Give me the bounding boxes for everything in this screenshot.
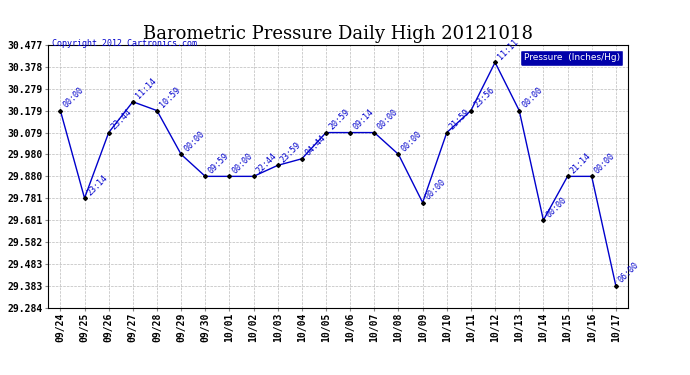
Text: Copyright 2012 Cartronics.com: Copyright 2012 Cartronics.com [52, 39, 197, 48]
Text: 23:56: 23:56 [472, 86, 496, 110]
Text: 21:14: 21:14 [569, 152, 593, 176]
Legend: Pressure  (Inches/Hg): Pressure (Inches/Hg) [520, 50, 623, 66]
Text: 09:14: 09:14 [351, 108, 375, 132]
Text: 09:59: 09:59 [206, 152, 230, 176]
Text: 10:59: 10:59 [158, 86, 182, 110]
Text: 00:00: 00:00 [424, 178, 448, 202]
Text: 06:00: 06:00 [617, 261, 641, 285]
Text: 22:44: 22:44 [255, 152, 279, 176]
Text: 00:00: 00:00 [182, 129, 206, 153]
Text: 11:11: 11:11 [496, 38, 520, 62]
Text: 00:00: 00:00 [544, 195, 569, 219]
Text: 11:14: 11:14 [134, 77, 158, 101]
Text: 00:00: 00:00 [61, 86, 86, 110]
Text: 20:59: 20:59 [327, 108, 351, 132]
Text: 00:00: 00:00 [230, 152, 255, 176]
Text: 23:14: 23:14 [86, 173, 110, 197]
Text: 00:00: 00:00 [593, 152, 617, 176]
Text: 00:00: 00:00 [400, 129, 424, 153]
Text: 00:00: 00:00 [375, 108, 400, 132]
Title: Barometric Pressure Daily High 20121018: Barometric Pressure Daily High 20121018 [143, 26, 533, 44]
Text: 23:59: 23:59 [279, 140, 303, 165]
Text: 00:00: 00:00 [520, 86, 544, 110]
Text: 23:44: 23:44 [110, 108, 134, 132]
Text: 21:59: 21:59 [448, 108, 472, 132]
Text: 04:44: 04:44 [303, 134, 327, 158]
